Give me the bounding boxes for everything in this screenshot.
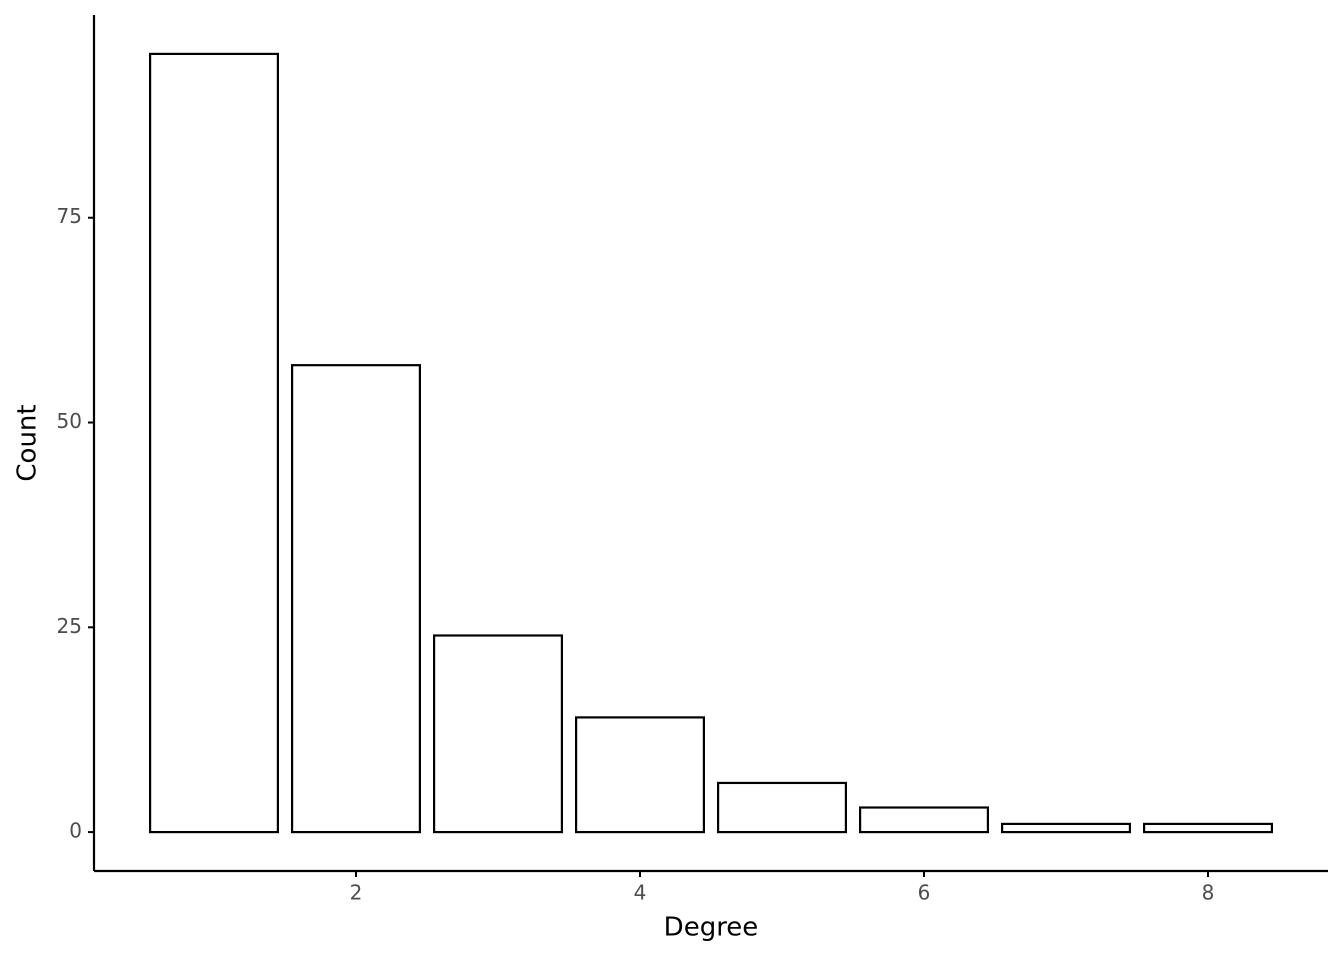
bar xyxy=(290,364,421,834)
y-tick-label: 25 xyxy=(57,614,82,638)
y-axis-title: Count xyxy=(13,404,43,481)
bar xyxy=(1001,822,1132,834)
y-tick-label: 0 xyxy=(69,819,82,843)
bar xyxy=(148,52,279,834)
bar xyxy=(717,781,848,834)
y-tick-label: 50 xyxy=(57,409,82,433)
bar xyxy=(859,806,990,834)
x-tick-label: 8 xyxy=(1202,881,1215,905)
x-tick-label: 4 xyxy=(634,881,647,905)
x-axis-title: Degree xyxy=(664,913,759,943)
y-tick-label: 75 xyxy=(57,204,82,228)
x-tick-label: 2 xyxy=(350,881,363,905)
bar xyxy=(574,716,705,834)
bar xyxy=(432,634,563,834)
x-tick-label: 6 xyxy=(918,881,931,905)
bar xyxy=(1143,822,1274,834)
